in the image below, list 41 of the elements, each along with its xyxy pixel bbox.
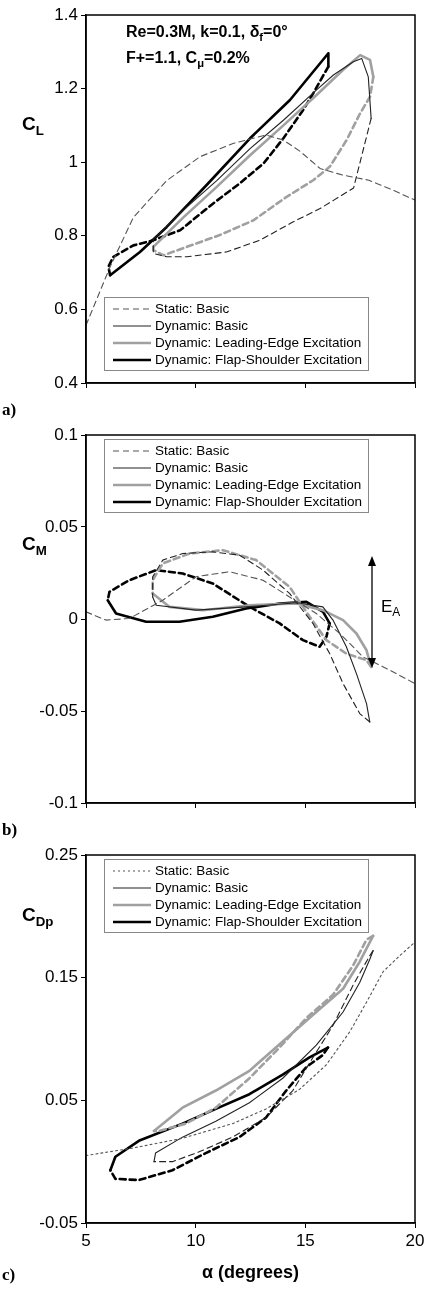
y-axis-title: C$_{M}$ bbox=[22, 533, 47, 559]
legend-label: Static: Basic bbox=[155, 300, 230, 317]
legend-label: Dynamic: Leading-Edge Excitation bbox=[155, 334, 362, 351]
y-tick-label: 0 bbox=[68, 608, 78, 628]
legend-label: Dynamic: Flap-Shoulder Excitation bbox=[155, 913, 363, 930]
y-tick-label: 1.4 bbox=[54, 4, 78, 24]
y-tick-label: 0.05 bbox=[44, 1090, 78, 1110]
x-axis-title: α (degrees) bbox=[200, 1262, 301, 1283]
x-tick-label: 20 bbox=[405, 1230, 425, 1250]
legend-label: Dynamic: Flap-Shoulder Excitation bbox=[155, 351, 363, 368]
annotation: F+=1.1, C$_{μ}$=0.2% bbox=[126, 49, 250, 70]
legend-label: Dynamic: Leading-Edge Excitation bbox=[155, 896, 362, 913]
y-tick-label: 0.6 bbox=[54, 299, 78, 319]
y-tick-label: 1.2 bbox=[54, 78, 78, 98]
y-axis-title: C$_{L}$ bbox=[22, 113, 44, 139]
text: a) bbox=[2, 400, 17, 420]
legend-label: Dynamic: Leading-Edge Excitation bbox=[155, 476, 362, 493]
legend-label: Dynamic: Flap-Shoulder Excitation bbox=[155, 493, 363, 510]
annotation: E$_{A}$ bbox=[381, 596, 401, 620]
annotation: Re=0.3M, k=0.1, δ$_{f}$=0° bbox=[126, 23, 288, 44]
y-tick-label: -0.05 bbox=[39, 700, 78, 720]
x-tick-label: 10 bbox=[186, 1230, 206, 1250]
y-tick-label: 1 bbox=[68, 151, 78, 171]
x-tick-label: 5 bbox=[81, 1230, 91, 1250]
text: b) bbox=[2, 820, 18, 840]
y-axis-title: C$_{Dp}$ bbox=[22, 904, 54, 930]
y-tick-label: 0.1 bbox=[54, 424, 78, 444]
text: c) bbox=[2, 1265, 16, 1285]
legend-label: Static: Basic bbox=[155, 862, 230, 879]
legend-label: Dynamic: Basic bbox=[155, 879, 249, 896]
y-tick-label: -0.1 bbox=[48, 792, 78, 812]
y-tick-label: 0.15 bbox=[44, 967, 78, 987]
legend-label: Dynamic: Basic bbox=[155, 459, 249, 476]
y-tick-label: 0.25 bbox=[44, 844, 78, 864]
x-tick-label: 15 bbox=[295, 1230, 315, 1250]
y-tick-label: 0.05 bbox=[44, 516, 78, 536]
legend-label: Dynamic: Basic bbox=[155, 317, 249, 334]
y-tick-label: 0.8 bbox=[54, 225, 78, 245]
y-tick-label: 0.4 bbox=[54, 372, 78, 392]
y-tick-label: -0.05 bbox=[39, 1212, 78, 1232]
legend-label: Static: Basic bbox=[155, 442, 230, 459]
